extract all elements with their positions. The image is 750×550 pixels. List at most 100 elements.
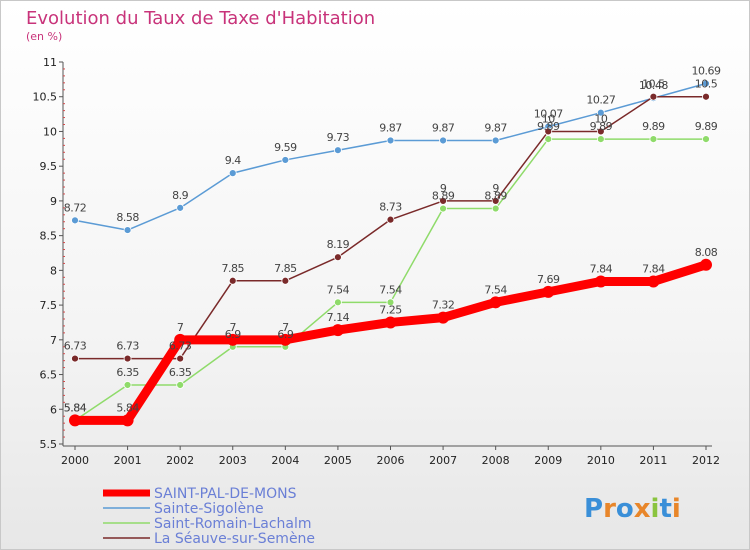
data-label: 10.07: [534, 108, 563, 121]
proxiti-logo: Proxiti: [584, 494, 681, 524]
data-label: 5.84: [64, 401, 87, 414]
data-label: 7.54: [484, 283, 507, 296]
data-label: 7: [282, 321, 289, 334]
data-label: 7.54: [379, 283, 402, 296]
x-tick-label: 2004: [271, 454, 299, 467]
data-label: 6.35: [116, 366, 139, 379]
data-label: 7.25: [379, 303, 402, 316]
data-point: [386, 215, 395, 224]
data-label: 10.48: [639, 79, 668, 92]
data-point: [386, 298, 395, 307]
data-label: 6.9: [277, 328, 293, 341]
data-point: [437, 311, 450, 324]
data-label: 8.9: [172, 189, 188, 202]
data-point: [176, 203, 185, 212]
x-tick-label: 2002: [166, 454, 194, 467]
data-label: 8.89: [432, 190, 455, 203]
data-point: [174, 333, 187, 346]
y-tick-label: 10.5: [33, 91, 58, 104]
legend-label-saint-pal: SAINT-PAL-DE-MONS: [154, 486, 297, 502]
data-point: [702, 92, 710, 101]
x-tick-label: 2000: [61, 454, 89, 467]
data-point: [594, 275, 607, 288]
legend: SAINT-PAL-DE-MONS Sainte-Sigolène Saint-…: [103, 486, 315, 547]
data-point: [228, 169, 237, 178]
data-label: 8.58: [116, 211, 139, 224]
x-tick-label: 2001: [114, 454, 142, 467]
data-point: [649, 92, 658, 101]
data-label: 10.27: [586, 94, 615, 107]
data-label: 10: [542, 112, 555, 125]
legend-label-sainte-sigolene: Sainte-Sigolène: [154, 501, 264, 517]
data-label: 7: [177, 321, 184, 334]
data-label: 10.5: [695, 78, 718, 91]
data-label: 9: [440, 182, 447, 195]
data-point: [439, 204, 447, 213]
data-point: [334, 146, 342, 155]
data-label: 6.73: [64, 340, 87, 353]
axes: 5.5 6 6.5 7 7.5 8 8.5 9 9.5 10 10.5 11 2000 2001 2002 2…: [33, 56, 721, 467]
y-tick-label: 10: [43, 125, 57, 138]
data-label: 7.54: [327, 283, 350, 296]
y-tick-label: 6.5: [40, 369, 58, 382]
x-tick-label: 2011: [639, 454, 667, 467]
y-tick-label: 8.5: [40, 230, 58, 243]
data-point: [123, 226, 132, 234]
data-point: [226, 333, 239, 346]
data-point: [334, 298, 342, 307]
y-tick-label: 5.5: [40, 438, 58, 451]
x-tick-label: 2007: [429, 454, 457, 467]
data-label: 8.73: [379, 201, 402, 214]
data-point: [176, 354, 185, 363]
data-label: 9.4: [225, 154, 241, 167]
data-point: [542, 285, 555, 298]
y-tick-label: 9: [50, 195, 57, 208]
y-tick-label: 6: [50, 403, 57, 416]
data-point: [121, 414, 134, 427]
data-label: 9.89: [590, 120, 613, 133]
data-label: 7.84: [642, 262, 665, 275]
y-tick-label: 8: [50, 264, 57, 277]
data-label: 10.69: [692, 65, 721, 78]
data-label: 8.19: [327, 238, 350, 251]
data-label: 8.08: [695, 246, 718, 259]
data-label: 6.73: [169, 340, 192, 353]
data-point: [228, 276, 237, 285]
data-point: [491, 136, 500, 145]
data-label: 6.9: [225, 328, 241, 341]
data-label: 10.5: [642, 78, 665, 91]
data-point: [69, 414, 81, 427]
data-point: [176, 381, 185, 389]
data-point: [439, 136, 447, 145]
data-label: 8.89: [484, 190, 507, 203]
data-point: [544, 135, 553, 143]
data-label: 6.73: [116, 340, 139, 353]
y-tick-label: 7.5: [40, 299, 58, 312]
x-tick-label: 2009: [534, 454, 562, 467]
x-tick-label: 2006: [377, 454, 405, 467]
data-point: [649, 135, 658, 143]
data-label: 9: [492, 182, 499, 195]
data-label: 9.89: [642, 120, 665, 133]
data-point: [439, 197, 447, 205]
data-point: [71, 354, 79, 363]
data-point: [279, 333, 292, 346]
data-label: 5.84: [64, 401, 87, 414]
data-label: 10: [594, 112, 607, 125]
data-label: 9.73: [327, 131, 350, 144]
data-point: [489, 296, 502, 309]
data-point: [281, 276, 290, 285]
data-point: [596, 127, 605, 136]
chart-subtitle: (en %): [26, 30, 62, 43]
data-label: 9.87: [379, 121, 402, 134]
data-point: [596, 108, 605, 117]
data-label: 9.89: [695, 120, 718, 133]
chart-title: Evolution du Taux de Taxe d'Habitation: [26, 8, 375, 29]
data-label: 9.59: [274, 141, 297, 154]
x-tick-label: 2010: [587, 454, 615, 467]
x-tick-label: 2003: [219, 454, 247, 467]
x-tick-label: 2012: [692, 454, 720, 467]
data-label: 9.87: [484, 121, 507, 134]
